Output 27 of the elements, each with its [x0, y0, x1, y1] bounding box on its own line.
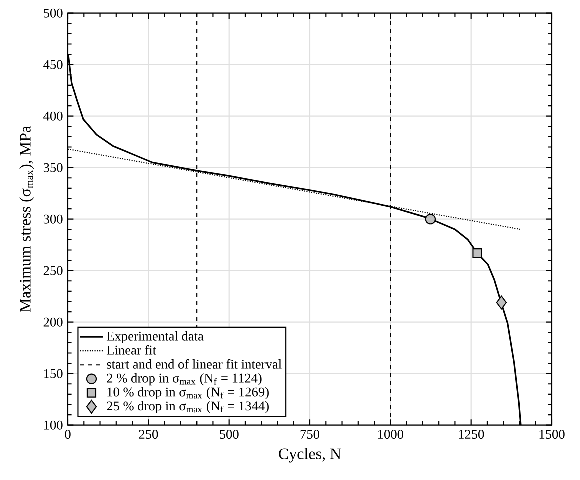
legend-label: Linear fit: [106, 345, 156, 355]
point: [425, 214, 436, 225]
y-tick-label: 300: [44, 214, 63, 224]
ref-line-label: start and end of linear fit interval: [107, 359, 282, 369]
x-tick-label: 1500: [540, 430, 565, 440]
x-axis-title: Cycles, N: [279, 448, 342, 463]
x-tick-label: 0: [65, 430, 71, 440]
x-tick-label: 1000: [378, 430, 404, 440]
legend-label: Experimental data: [106, 331, 204, 344]
x-tick-label: 1250: [459, 430, 484, 440]
point: [496, 296, 508, 310]
y-tick-label: 200: [44, 318, 63, 327]
legend-label: 10 % drop in σ$_{max}$ (N$_{f}$ = 1269): [108, 387, 269, 400]
legend-label: 25 % drop in σ$_{max}$ (N$_{f}$ = 1344): [107, 401, 269, 414]
y-tick-label: 250: [44, 266, 63, 276]
y-tick-label: 350: [44, 163, 63, 172]
legend-label: 2 % drop in σ$_{max}$ (N$_{f}$ = 1124): [107, 373, 262, 386]
x-tick-label: 750: [300, 430, 320, 440]
x-tick-label: 250: [139, 430, 158, 440]
y-tick-label: 150: [44, 369, 63, 378]
y-tick-label: 400: [44, 112, 63, 121]
y-axis-title: Maximum stress (σ$_{max}$), MPa: [20, 126, 34, 312]
y-tick-label: 450: [44, 60, 63, 70]
x-tick-label: 500: [220, 430, 239, 440]
y-tick-label: 100: [44, 420, 63, 430]
y-tick-label: 500: [44, 8, 63, 18]
point: [472, 248, 482, 258]
